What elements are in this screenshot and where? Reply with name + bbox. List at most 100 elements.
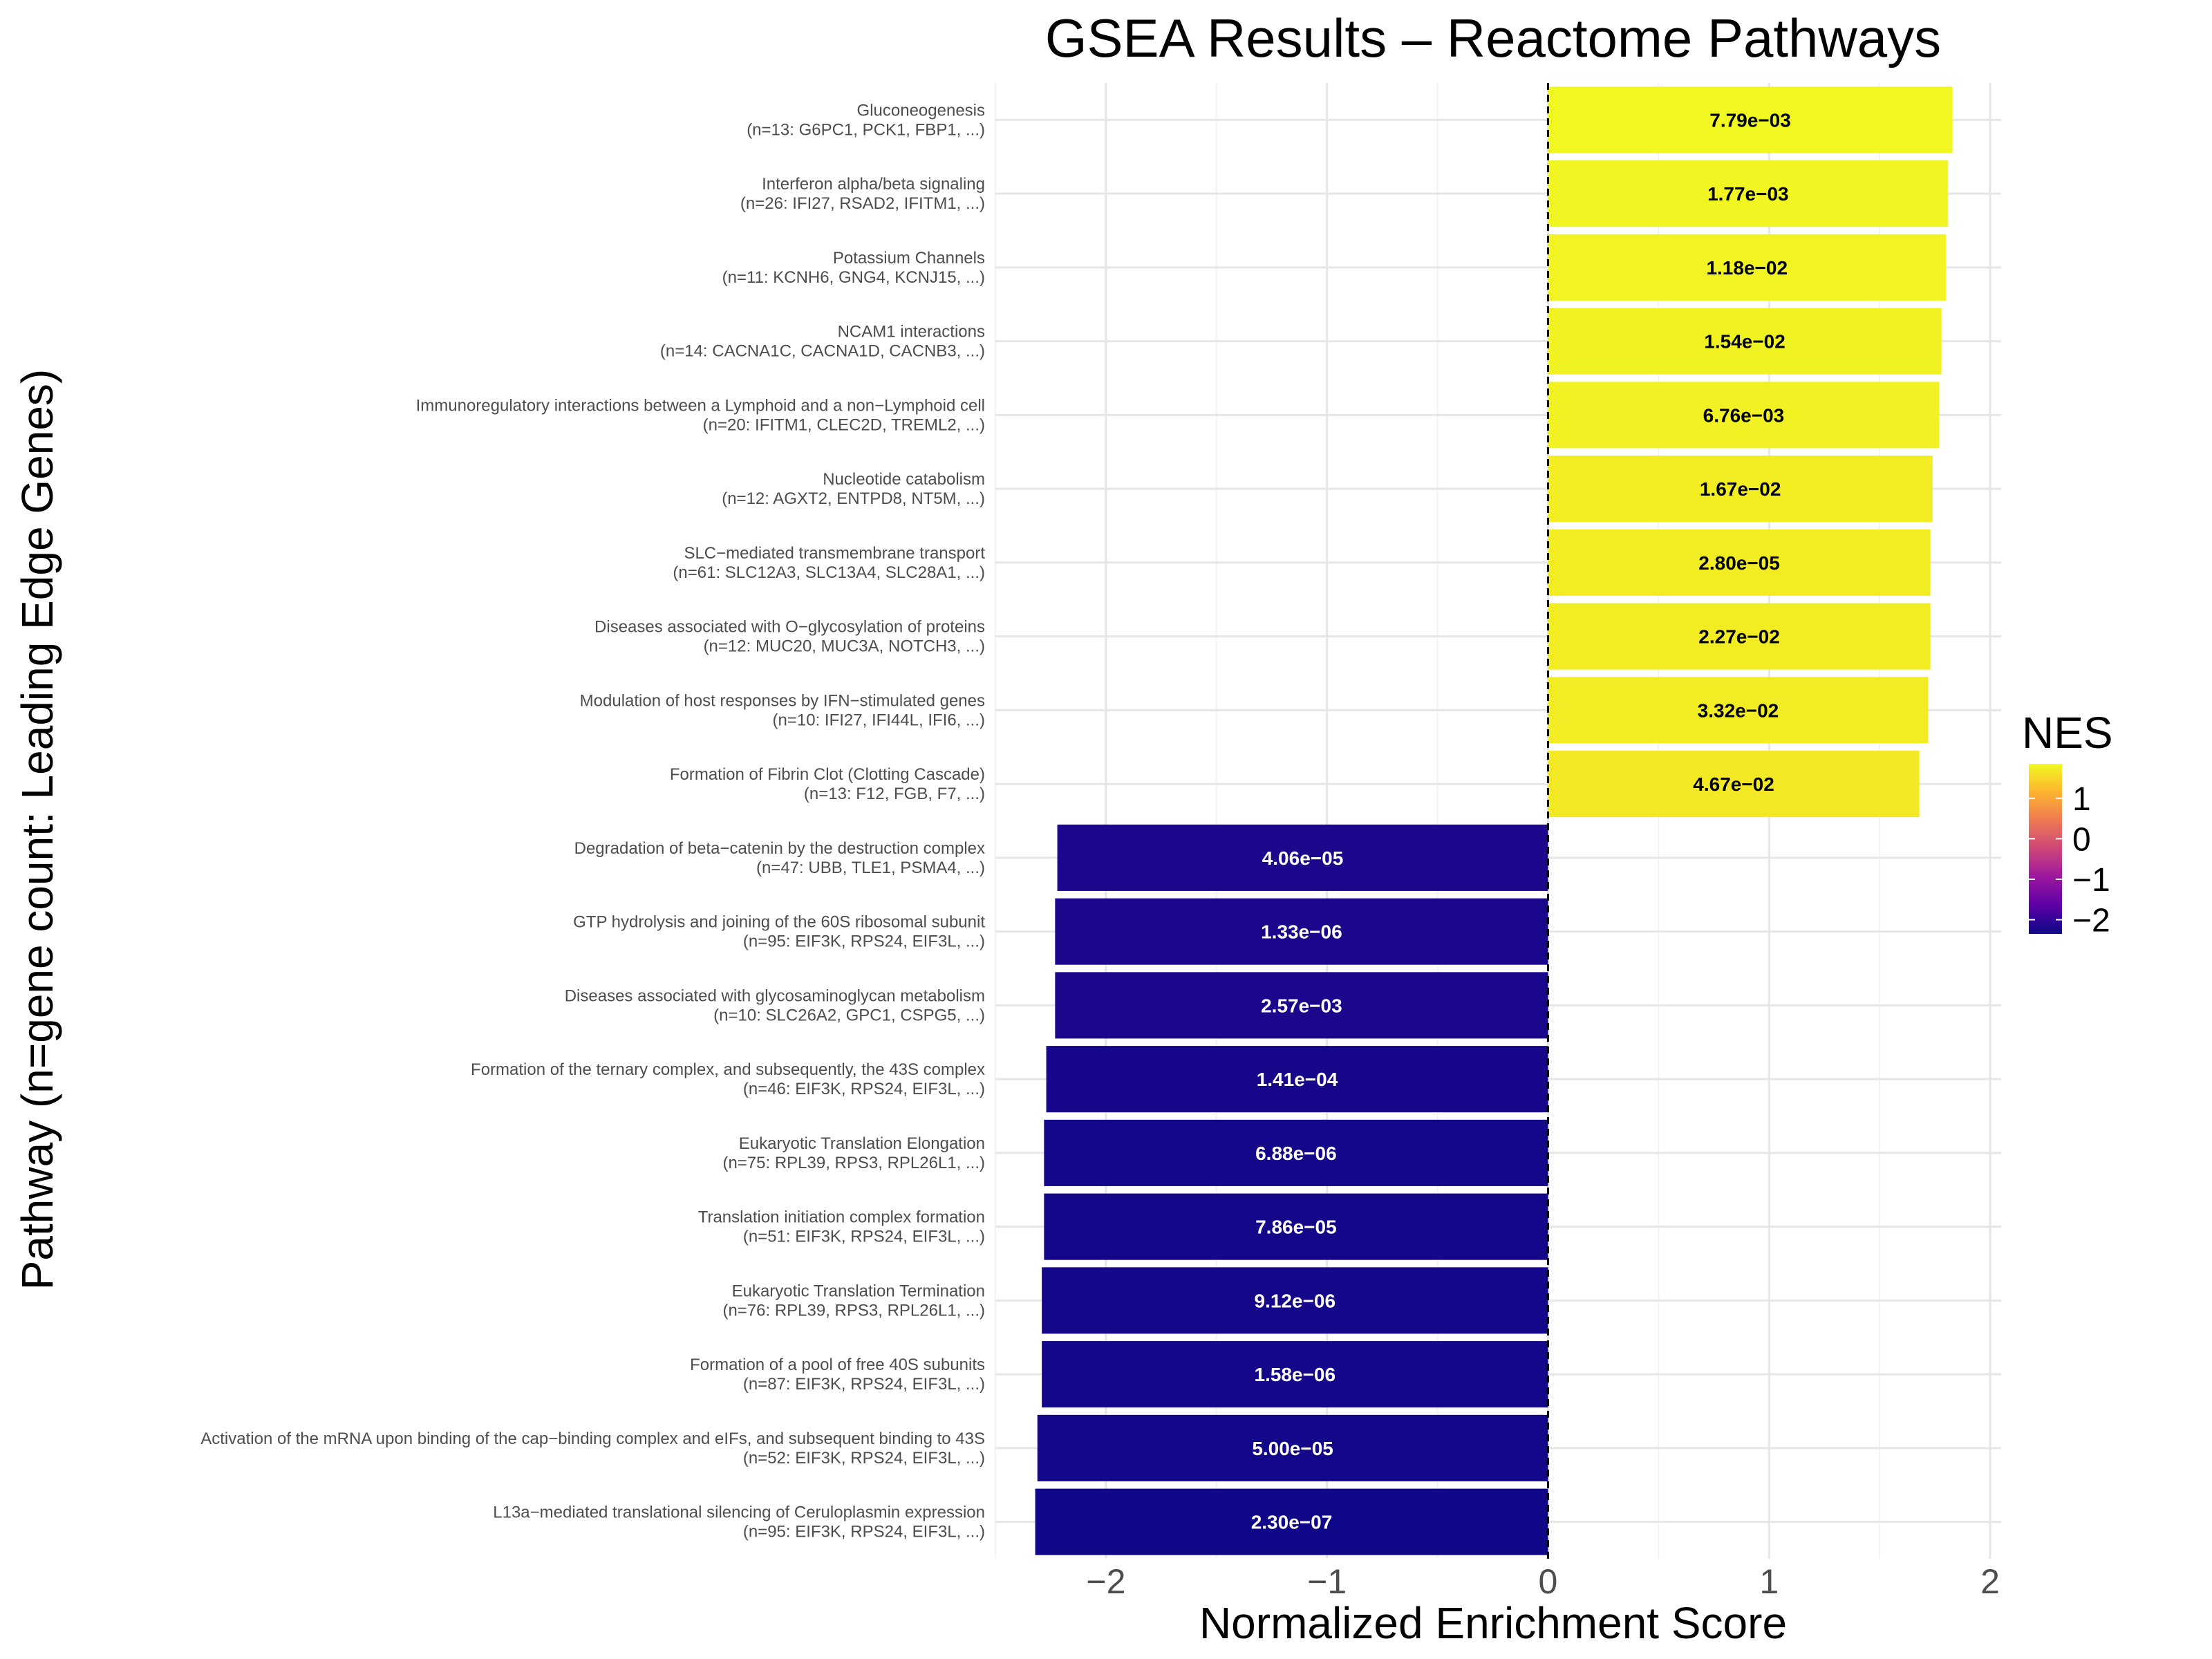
legend-ticks: 10 −1 −2 — [2029, 781, 2110, 939]
bar — [1548, 160, 1949, 227]
bar — [1042, 1267, 1548, 1334]
x-tick-label: 1 — [1759, 1562, 1779, 1601]
pathway-genes-label: (n=13: F12, FGB, F7, ...) — [804, 785, 985, 803]
pathway-genes-label: (n=10: SLC26A2, GPC1, CSPG5, ...) — [713, 1006, 985, 1024]
bar-pvalue-label: 7.86e−05 — [1255, 1217, 1337, 1238]
pathway-genes-label: (n=46: EIF3K, RPS24, EIF3L, ...) — [743, 1080, 985, 1098]
pathway-name-label: GTP hydrolysis and joining of the 60S ri… — [573, 913, 985, 932]
pathway-name-label: Degradation of beta−catenin by the destr… — [574, 839, 985, 858]
bar-pvalue-label: 1.58e−06 — [1255, 1364, 1336, 1385]
x-tick-label: 0 — [1539, 1562, 1558, 1601]
pathway-name-label: Nucleotide catabolism — [823, 470, 985, 489]
pathway-name-label: Formation of a pool of free 40S subunits — [690, 1356, 985, 1374]
pathway-name-label: Formation of Fibrin Clot (Clotting Casca… — [670, 765, 985, 784]
bar-pvalue-label: 2.57e−03 — [1261, 995, 1342, 1016]
pathway-name-label: Interferon alpha/beta signaling — [762, 175, 985, 194]
bar — [1548, 234, 1947, 301]
bar-pvalue-label: 1.33e−06 — [1261, 921, 1342, 943]
bar-pvalue-label: 1.67e−02 — [1700, 478, 1781, 500]
pathway-genes-label: (n=10: IFI27, IFI44L, IFI6, ...) — [773, 711, 985, 729]
legend-tick-label: −1 — [2072, 862, 2110, 899]
bar — [1055, 972, 1548, 1039]
legend-colorbar — [2029, 764, 2062, 934]
pathway-labels: Gluconeogenesis(n=13: G6PC1, PCK1, FBP1,… — [200, 101, 985, 1541]
bar — [1548, 86, 1953, 153]
pathway-genes-label: (n=12: MUC20, MUC3A, NOTCH3, ...) — [704, 637, 985, 656]
bars-layer: 7.79e−03 1.77e−03 1.18e−02 1.54e−02 6.76e−03… — [1035, 83, 1953, 1559]
bar-pvalue-label: 1.54e−02 — [1704, 331, 1785, 353]
bar — [1037, 1414, 1548, 1481]
pathway-genes-label: (n=61: SLC12A3, SLC13A4, SLC28A1, ...) — [673, 563, 985, 582]
pathway-genes-label: (n=95: EIF3K, RPS24, EIF3L, ...) — [743, 1523, 985, 1541]
pathway-genes-label: (n=51: EIF3K, RPS24, EIF3L, ...) — [743, 1228, 985, 1246]
x-tick-label: −1 — [1307, 1562, 1347, 1601]
pathway-name-label: L13a−mediated translational silencing of… — [493, 1503, 985, 1522]
bar — [1548, 382, 1940, 449]
bar — [1057, 824, 1548, 891]
pathway-genes-label: (n=12: AGXT2, ENTPD8, NT5M, ...) — [722, 489, 985, 508]
pathway-name-label: Modulation of host responses by IFN−stim… — [580, 691, 985, 710]
bar-pvalue-label: 2.80e−05 — [1698, 552, 1780, 574]
pathway-genes-label: (n=26: IFI27, RSAD2, IFITM1, ...) — [740, 194, 985, 213]
bar-pvalue-label: 9.12e−06 — [1255, 1290, 1336, 1311]
pathway-name-label: Activation of the mRNA upon binding of t… — [200, 1430, 985, 1448]
chart-title: GSEA Results – Reactome Pathways — [1045, 8, 1941, 68]
pathway-name-label: Translation initiation complex formation — [698, 1208, 985, 1227]
pathway-genes-label: (n=75: RPL39, RPS3, RPL26L1, ...) — [722, 1154, 985, 1172]
bar — [1044, 1193, 1548, 1260]
bar — [1035, 1488, 1548, 1555]
legend-tick-label: 1 — [2072, 781, 2091, 818]
legend-title: NES — [2022, 708, 2113, 758]
pathway-genes-label: (n=13: G6PC1, PCK1, FBP1, ...) — [747, 120, 985, 139]
pathway-name-label: NCAM1 interactions — [838, 323, 985, 341]
bar — [1548, 529, 1931, 596]
bar-pvalue-label: 5.00e−05 — [1252, 1438, 1333, 1459]
legend-tick-label: −2 — [2072, 903, 2110, 939]
x-tick-label: −2 — [1086, 1562, 1125, 1601]
bar-pvalue-label: 3.32e−02 — [1698, 700, 1779, 721]
pathway-genes-label: (n=95: EIF3K, RPS24, EIF3L, ...) — [743, 932, 985, 951]
pathway-name-label: Diseases associated with O−glycosylation… — [594, 618, 985, 637]
pathway-genes-label: (n=52: EIF3K, RPS24, EIF3L, ...) — [743, 1449, 985, 1468]
bar — [1055, 898, 1548, 965]
bar — [1548, 603, 1931, 670]
bar-pvalue-label: 1.41e−04 — [1257, 1069, 1338, 1090]
pathway-genes-label: (n=47: UBB, TLE1, PSMA4, ...) — [756, 859, 985, 877]
y-axis-label: Pathway (n=gene count: Leading Edge Gene… — [12, 369, 62, 1291]
bar-pvalue-label: 1.77e−03 — [1707, 183, 1789, 205]
bar-pvalue-label: 4.06e−05 — [1262, 847, 1344, 869]
pathway-genes-label: (n=14: CACNA1C, CACNA1D, CACNB3, ...) — [660, 342, 985, 361]
pathway-name-label: Eukaryotic Translation Elongation — [739, 1134, 985, 1153]
pathway-name-label: SLC−mediated transmembrane transport — [684, 544, 985, 563]
bar-pvalue-label: 2.27e−02 — [1698, 626, 1780, 648]
bar — [1548, 751, 1920, 818]
x-axis-label: Normalized Enrichment Score — [1199, 1598, 1787, 1648]
x-axis-ticks: −2 −1 0 1 2 — [1086, 1562, 2000, 1601]
pathway-genes-label: (n=87: EIF3K, RPS24, EIF3L, ...) — [743, 1375, 985, 1394]
bar — [1042, 1341, 1548, 1408]
bar — [1046, 1046, 1548, 1113]
bar — [1044, 1119, 1548, 1186]
bar — [1548, 677, 1929, 744]
pathway-name-label: Eukaryotic Translation Termination — [732, 1282, 985, 1300]
pathway-genes-label: (n=11: KCNH6, GNG4, KCNJ15, ...) — [722, 268, 985, 287]
pathway-name-label: Formation of the ternary complex, and su… — [471, 1060, 985, 1079]
x-tick-label: 2 — [1980, 1562, 2000, 1601]
pathway-name-label: Diseases associated with glycosaminoglyc… — [565, 986, 985, 1005]
bar-pvalue-label: 6.76e−03 — [1703, 404, 1785, 426]
legend-tick-label: 0 — [2072, 821, 2091, 858]
pathway-genes-label: (n=76: RPL39, RPS3, RPL26L1, ...) — [722, 1301, 985, 1320]
bar-pvalue-label: 6.88e−06 — [1255, 1143, 1337, 1164]
pathway-name-label: Potassium Channels — [833, 249, 985, 268]
bar — [1548, 308, 1942, 375]
pathway-genes-label: (n=20: IFITM1, CLEC2D, TREML2, ...) — [703, 415, 985, 434]
bar-pvalue-label: 4.67e−02 — [1693, 774, 1774, 795]
bar — [1548, 456, 1933, 523]
pathway-name-label: Immunoregulatory interactions between a … — [416, 396, 985, 415]
legend: NES 10 −1 −2 — [2022, 708, 2113, 939]
bar-pvalue-label: 2.30e−07 — [1251, 1512, 1333, 1533]
pathway-name-label: Gluconeogenesis — [857, 101, 985, 120]
bar-pvalue-label: 7.79e−03 — [1709, 109, 1791, 131]
bar-pvalue-label: 1.18e−02 — [1706, 257, 1788, 279]
